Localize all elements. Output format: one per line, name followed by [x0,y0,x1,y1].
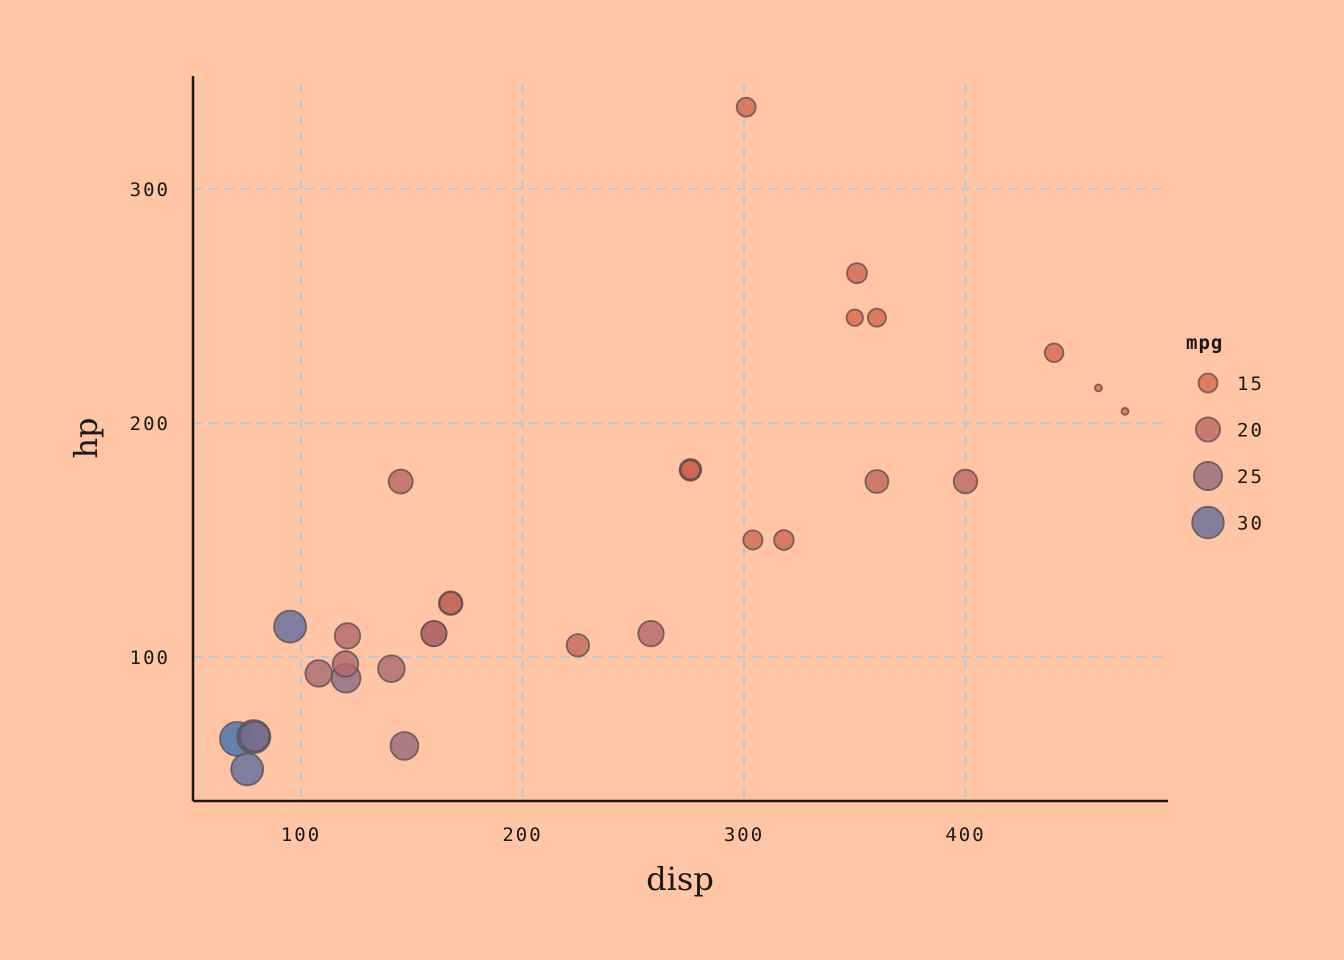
data-point [438,591,463,616]
x-tick-label: 300 [724,824,764,846]
y-axis-title: hp [67,417,105,458]
data-point [742,529,764,551]
data-point [952,468,979,495]
data-point [331,650,360,678]
data-point [735,96,757,118]
data-point [864,469,890,494]
data-point [273,609,308,644]
data-point [867,307,887,328]
legend-label: 30 [1237,513,1264,535]
data-point [1043,342,1065,364]
x-tick-label: 400 [945,824,985,846]
data-point [773,529,795,551]
legend-label: 15 [1237,373,1264,395]
data-point [387,468,414,495]
data-point [637,619,665,648]
data-point [304,659,333,688]
data-point [846,262,868,285]
legend-key [1197,372,1219,394]
data-point [845,308,864,327]
y-tick-label: 200 [130,413,170,435]
grid-lines [193,84,1162,801]
data-point [679,459,701,481]
legend-key [1195,416,1222,443]
y-tick-label: 300 [130,179,170,201]
legend-title: mpg [1186,332,1223,354]
axes [191,76,1168,803]
legend-key [1193,460,1224,491]
data-point [230,752,265,787]
data-point [420,620,448,648]
data-point [333,622,362,650]
legend-label: 25 [1237,466,1264,488]
legend-label: 20 [1237,420,1264,442]
y-tick-labels: 100 200 300 [130,179,170,669]
data-point [1094,383,1103,393]
x-axis-title: disp [646,860,714,898]
x-tick-label: 200 [502,824,542,846]
data-point [565,633,591,658]
data-point [377,654,406,683]
legend-key [1191,505,1225,540]
data-point [389,731,420,761]
legend: mpg 15 20 25 30 [1186,332,1264,540]
x-tick-label: 100 [281,824,321,846]
x-tick-labels: 100 200 300 400 [281,824,985,846]
y-tick-label: 100 [130,647,170,669]
data-point [238,720,271,753]
data-points [219,96,1130,787]
data-point [1120,406,1130,416]
